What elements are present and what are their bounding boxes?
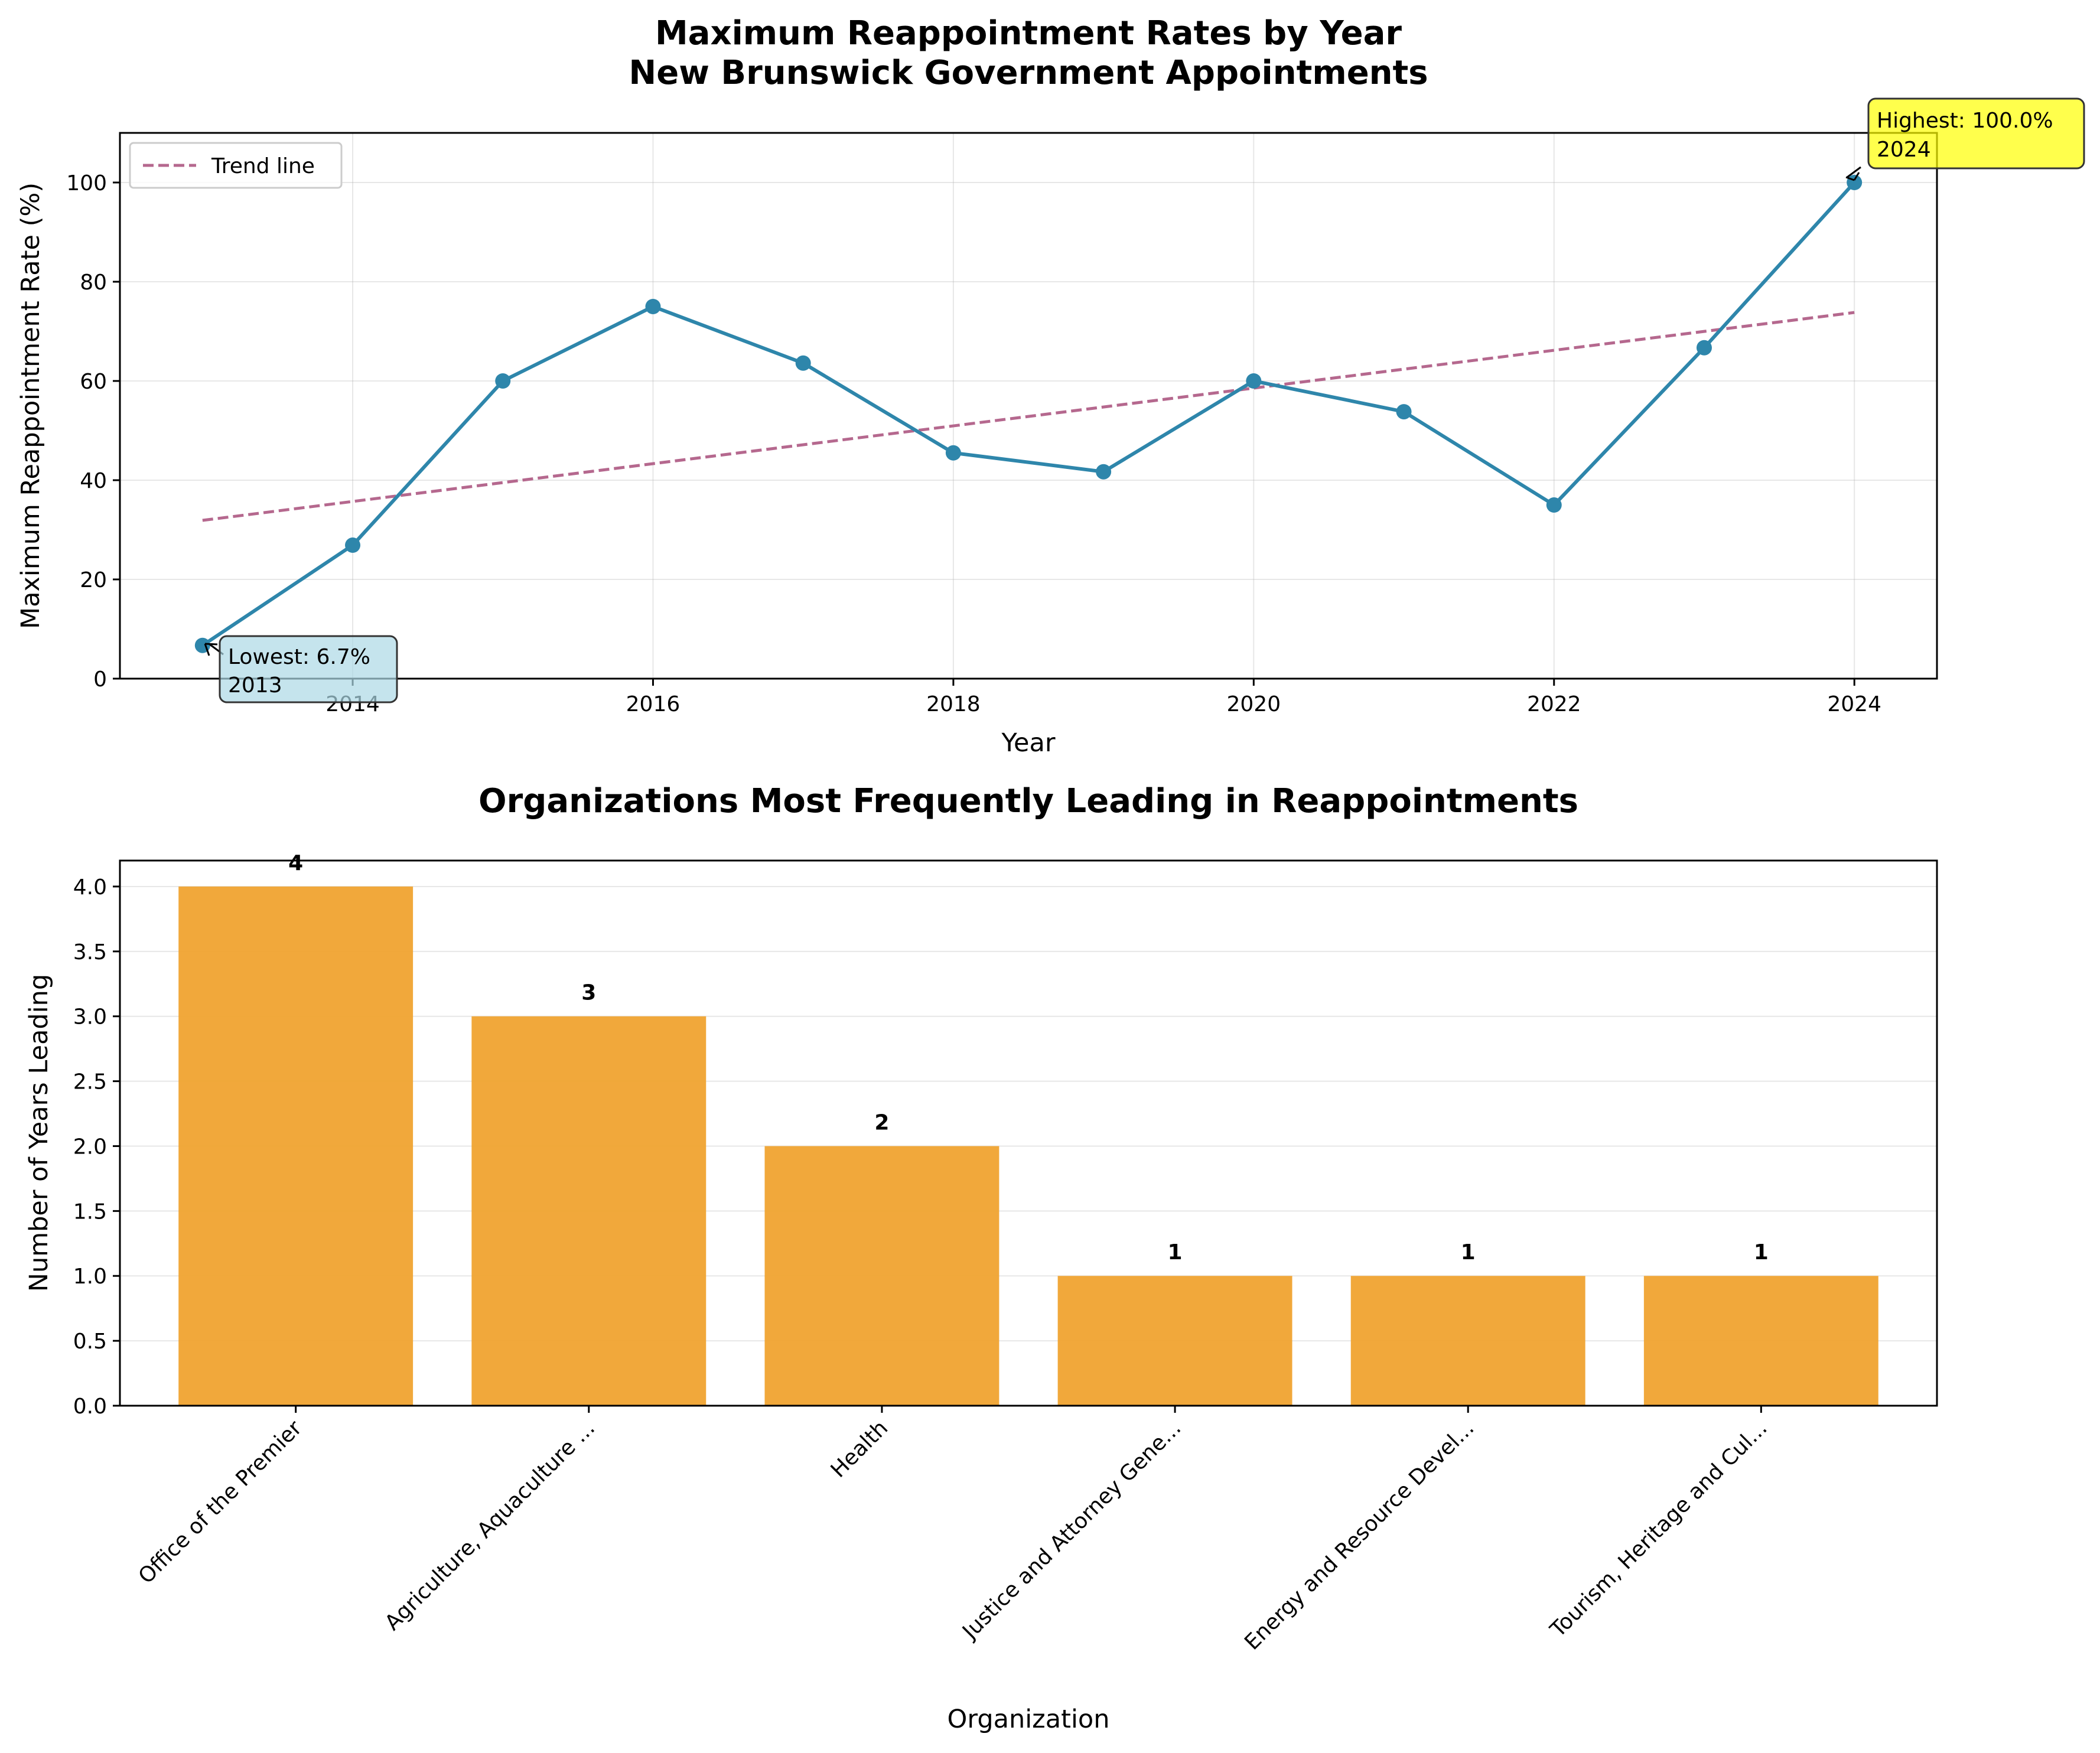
line-chart-grid: [120, 133, 1937, 679]
legend-box: [129, 142, 343, 189]
annotation-lowest: Lowest: 6.7% 2013: [204, 635, 398, 703]
bar-series-group: [178, 886, 1878, 1406]
trend-line: [202, 311, 1855, 522]
bar-value-label-4: 1: [1461, 1240, 1476, 1265]
bar-5: [1643, 1276, 1878, 1406]
data-point-2014: [345, 537, 361, 553]
bottom-y-tick-label-0.5: 0.5: [73, 1330, 107, 1354]
line-chart-plot-frame: [119, 132, 1938, 680]
bottom-y-tick-label-3.0: 3.0: [73, 1005, 107, 1029]
annotation-highest-text-line-2: 2024: [1877, 138, 1931, 162]
annotation-lowest-text-line-2: 2013: [228, 673, 282, 698]
bar-value-label-5: 1: [1754, 1240, 1769, 1265]
annotation-highest-arrow: [1847, 166, 1861, 178]
annotation-lowest-box: [219, 635, 398, 703]
bar-value-label-0: 4: [288, 851, 303, 875]
bar-4: [1350, 1276, 1585, 1406]
line-chart-title-line-2: New Brunswick Government Appointments: [629, 54, 1428, 92]
data-point-2019: [1096, 464, 1112, 480]
trend-line-group: [202, 311, 1855, 522]
bottom-x-tick-label-2: Health: [826, 1416, 893, 1482]
line-chart-y-ticks: 0 20 40 60 80 100: [66, 171, 120, 692]
top-x-tick-label-2018: 2018: [926, 692, 981, 716]
bar-chart-x-axis-label: Organization: [948, 1705, 1110, 1734]
data-point-2024: [1847, 175, 1863, 190]
line-chart-title-line-1: Maximum Reappointment Rates by Year: [655, 14, 1402, 53]
top-x-tick-label-2024: 2024: [1827, 692, 1881, 716]
top-x-tick-label-2016: 2016: [626, 692, 681, 716]
series-line: [201, 181, 1856, 647]
bottom-y-tick-label-1.5: 1.5: [73, 1200, 107, 1224]
bottom-y-tick-label-2.0: 2.0: [73, 1135, 107, 1159]
bottom-y-tick-label-4.0: 4.0: [73, 875, 107, 900]
bar-chart-value-labels: 4 3 2 1 1 1: [288, 851, 1769, 1265]
bottom-x-tick-label-4: Energy and Resource Devel...: [1240, 1416, 1479, 1654]
top-y-tick-label-60: 60: [80, 370, 107, 394]
annotation-highest-box: [1867, 97, 2085, 170]
top-y-tick-label-40: 40: [80, 469, 107, 493]
bottom-y-tick-label-0.0: 0.0: [73, 1394, 107, 1419]
annotation-highest-arrowhead: [1845, 172, 1860, 181]
data-point-2021: [1396, 404, 1412, 420]
bottom-x-tick-label-0: Office of the Premier: [134, 1416, 307, 1588]
bar-value-label-2: 2: [874, 1110, 889, 1135]
top-y-tick-label-100: 100: [66, 171, 107, 195]
bar-chart-y-ticks: 0.0 0.5 1.0 1.5 2.0 2.5 3.0 3.5 4.0: [73, 875, 120, 1419]
bar-value-label-1: 3: [581, 981, 596, 1005]
data-point-2015: [495, 373, 511, 389]
data-point-2018: [945, 445, 961, 461]
bar-1: [471, 1016, 706, 1406]
bar-chart-y-axis-label: Number of Years Leading: [24, 974, 54, 1292]
top-y-tick-label-0: 0: [93, 667, 107, 692]
bottom-y-tick-label-2.5: 2.5: [73, 1070, 107, 1094]
bar-chart-x-ticks: Office of the Premier Agriculture, Aquacu…: [134, 1406, 1772, 1655]
line-series-group: [194, 175, 1863, 653]
data-point-2022: [1546, 497, 1562, 513]
top-y-tick-label-80: 80: [80, 271, 107, 295]
bar-chart-plot-frame: [119, 859, 1938, 1407]
bar-value-label-3: 1: [1168, 1240, 1183, 1265]
line-chart: Maximum Reappointment Rates by Year New …: [16, 14, 2085, 758]
bottom-x-tick-label-1: Agriculture, Aquaculture ...: [380, 1416, 600, 1635]
legend-trend-label: Trend line: [211, 154, 315, 178]
bar-chart-title: Organizations Most Frequently Leading in…: [478, 782, 1578, 820]
top-x-tick-label-2022: 2022: [1527, 692, 1581, 716]
bar-0: [178, 886, 414, 1406]
annotation-highest: Highest: 100.0% 2024: [1845, 97, 2085, 181]
annotation-lowest-arrowhead: [204, 643, 218, 656]
line-chart-y-axis-label: Maximum Reappointment Rate (%): [16, 183, 45, 629]
annotation-highest-text-line-1: Highest: 100.0%: [1877, 109, 2053, 133]
bottom-y-tick-label-3.5: 3.5: [73, 940, 107, 965]
bottom-y-tick-label-1.0: 1.0: [73, 1265, 107, 1289]
line-chart-x-axis-label: Year: [1001, 728, 1055, 758]
data-point-2023: [1696, 340, 1712, 356]
legend: Trend line: [129, 142, 343, 189]
bottom-x-tick-label-5: Tourism, Heritage and Cul...: [1545, 1416, 1772, 1642]
top-y-tick-label-20: 20: [80, 568, 107, 592]
top-x-tick-label-2020: 2020: [1227, 692, 1281, 716]
bar-2: [764, 1146, 999, 1406]
data-point-2017: [795, 355, 811, 371]
data-point-2020: [1246, 373, 1262, 389]
data-point-2016: [645, 299, 661, 314]
line-chart-x-ticks: 2014 2016 2018 2020 2022 2024: [325, 679, 1881, 716]
bar-chart: Organizations Most Frequently Leading in…: [24, 782, 1938, 1734]
bottom-x-tick-label-3: Justice and Attorney Gene...: [957, 1416, 1186, 1644]
bar-3: [1057, 1276, 1292, 1406]
annotation-lowest-text-line-1: Lowest: 6.7%: [228, 645, 370, 669]
